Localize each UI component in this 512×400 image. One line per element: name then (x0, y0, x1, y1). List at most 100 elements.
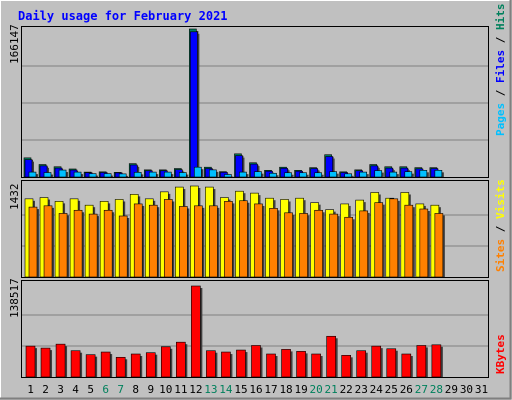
x-label-day-3: 3 (57, 383, 64, 396)
bar-sites-day-4 (73, 209, 83, 278)
bar-sites-day-21 (329, 213, 338, 278)
max-label-kbytes: 138517 (8, 278, 21, 318)
x-label-day-29: 29 (445, 383, 458, 396)
bar-pages-day-1 (28, 171, 37, 178)
x-label-day-30: 30 (460, 383, 473, 396)
x-label-day-2: 2 (42, 383, 49, 396)
x-label-day-8: 8 (132, 383, 139, 396)
legend-sites: Sites (494, 239, 507, 272)
bar-sites-day-26 (404, 204, 414, 278)
bar-files-day-8 (129, 164, 138, 178)
bar-sites-day-24 (374, 202, 384, 278)
x-label-day-1: 1 (27, 383, 34, 396)
bar-pages-day-17 (269, 172, 277, 178)
bar-pages-day-26 (404, 171, 413, 178)
bar-kbytes-day-17 (266, 353, 276, 378)
bar-pages-day-22 (344, 173, 352, 178)
x-label-day-5: 5 (87, 383, 94, 396)
bar-sites-day-11 (179, 206, 188, 278)
bar-kbytes-day-10 (160, 346, 171, 378)
x-label-day-31: 31 (475, 383, 488, 396)
bar-files-day-12 (190, 31, 198, 178)
bar-files-day-1 (24, 159, 33, 178)
legend-visits: Visits (494, 179, 507, 219)
bar-kbytes-day-26 (401, 353, 412, 378)
bar-kbytes-day-27 (416, 345, 427, 378)
x-label-day-25: 25 (385, 383, 398, 396)
x-label-day-15: 15 (234, 383, 247, 396)
bar-sites-day-19 (299, 213, 308, 278)
bar-pages-day-3 (58, 169, 67, 178)
bar-kbytes-day-20 (311, 353, 321, 378)
bar-kbytes-day-15 (236, 349, 246, 378)
x-label-day-18: 18 (279, 383, 292, 396)
x-label-day-24: 24 (370, 383, 384, 396)
bar-files-day-2 (39, 165, 48, 178)
bar-kbytes-day-28 (431, 344, 442, 378)
legend-sep-1: / (494, 83, 507, 103)
bar-pages-day-7 (118, 173, 127, 178)
x-label-day-10: 10 (159, 383, 172, 396)
bar-sites-day-16 (254, 203, 263, 278)
panel-frame-mid (21, 180, 489, 278)
bar-pages-day-24 (374, 170, 383, 178)
bar-sites-day-2 (43, 205, 53, 278)
bar-pages-day-9 (148, 171, 157, 178)
bar-kbytes-day-3 (55, 343, 66, 378)
bar-sites-day-15 (239, 200, 248, 278)
bar-kbytes-day-6 (100, 351, 111, 378)
x-label-day-13: 13 (204, 383, 217, 396)
bar-sites-day-20 (314, 209, 323, 278)
x-label-day-23: 23 (355, 383, 368, 396)
bar-sites-day-23 (359, 210, 369, 278)
bar-sites-day-25 (389, 198, 399, 278)
bar-kbytes-day-8 (130, 353, 141, 378)
bar-sites-day-6 (103, 209, 113, 278)
x-label-day-4: 4 (72, 383, 79, 396)
panel-frame-top (21, 26, 489, 178)
bar-pages-day-18 (284, 172, 292, 178)
x-label-day-20: 20 (310, 383, 323, 396)
legend-kbytes: KBytes (494, 334, 507, 374)
panel-kbytes (21, 280, 489, 378)
x-axis-labels: 1 2 3 4 5 6 7 8 9 10 11 12 13 14 15 16 17 18 19 20 21 22 23 24 2… (27, 383, 488, 396)
bar-sites-day-12 (194, 205, 203, 278)
legend-hits: Hits (494, 4, 507, 31)
bar-pages-day-21 (329, 171, 337, 178)
legend-mid: Sites / Visits (494, 179, 507, 272)
bar-kbytes-day-9 (145, 352, 156, 378)
bar-pages-day-25 (389, 171, 398, 178)
bar-sites-day-14 (224, 201, 233, 278)
bar-sites-day-28 (434, 213, 444, 278)
bar-sites-day-3 (58, 213, 68, 278)
legend-pages: Pages (494, 103, 507, 136)
bar-pages-day-13 (209, 169, 217, 178)
bar-sites-day-7 (118, 215, 128, 278)
bar-pages-day-6 (103, 173, 112, 178)
panel-frame-bottom (21, 280, 489, 378)
x-label-day-17: 17 (264, 383, 277, 396)
bar-kbytes-day-14 (221, 351, 231, 378)
bar-pages-day-27 (419, 170, 428, 178)
max-label-hits: 166147 (8, 24, 21, 64)
x-label-day-27: 27 (415, 383, 428, 396)
bar-kbytes-day-4 (70, 350, 81, 378)
chart-title: Daily usage for February 2021 (18, 9, 228, 23)
x-label-day-28: 28 (430, 383, 443, 396)
legend-top: Pages / Files / Hits (494, 4, 507, 137)
bar-sites-day-22 (344, 216, 353, 278)
x-label-day-12: 12 (189, 383, 202, 396)
bar-kbytes-day-25 (386, 348, 397, 378)
bar-kbytes-day-11 (176, 341, 186, 378)
bar-kbytes-day-19 (296, 351, 306, 378)
bar-kbytes-day-5 (85, 354, 96, 378)
x-label-day-11: 11 (174, 383, 187, 396)
bar-files-day-15 (235, 155, 243, 178)
bar-sites-day-5 (88, 213, 98, 278)
panel-hits-files-pages (21, 26, 489, 178)
bar-kbytes-day-16 (251, 345, 261, 378)
bar-files-day-16 (250, 163, 258, 178)
bar-pages-day-16 (254, 171, 262, 178)
bar-kbytes-day-2 (40, 347, 51, 378)
